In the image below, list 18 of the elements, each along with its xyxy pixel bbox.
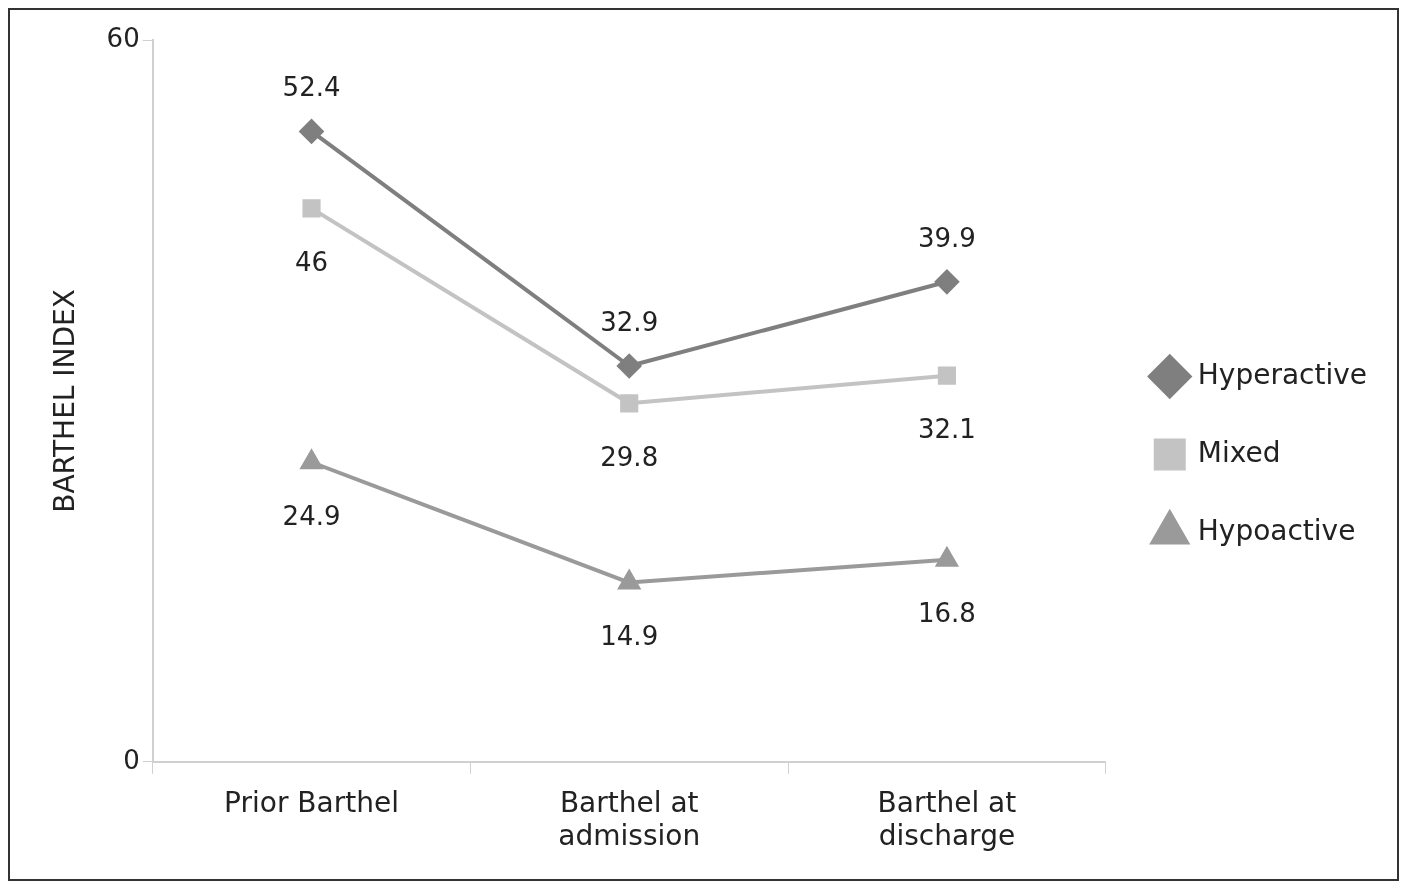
legend-label: Hypoactive: [1197, 513, 1356, 547]
data-label: 52.4: [282, 72, 341, 103]
data-label: 46: [294, 247, 329, 278]
data-label: 32.9: [600, 306, 659, 337]
y-tick-label: 0: [123, 744, 140, 775]
y-tick-label: 60: [106, 22, 140, 53]
legend-label: Hyperactive: [1197, 357, 1368, 391]
x-tick-label: Barthel at discharge: [877, 785, 1017, 853]
data-label: 14.9: [600, 621, 659, 652]
legend-label: Mixed: [1197, 435, 1281, 469]
data-label: 39.9: [917, 222, 976, 253]
data-label: 24.9: [282, 501, 341, 531]
x-tick-label: Prior Barthel: [224, 785, 399, 819]
y-axis-title: BARTHEL INDEX: [48, 289, 82, 513]
data-label: 29.8: [600, 442, 659, 473]
x-tick-label: Barthel at admission: [558, 785, 701, 853]
data-label: 32.1: [917, 414, 976, 445]
data-label: 16.8: [917, 598, 976, 629]
